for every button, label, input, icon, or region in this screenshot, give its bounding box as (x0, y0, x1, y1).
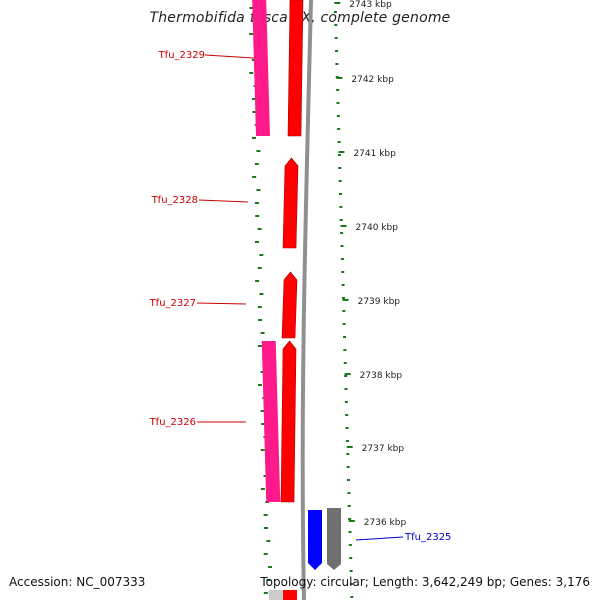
scale-label: 2740 kbp (356, 223, 399, 233)
cds-feature (268, 590, 283, 600)
gene-arrow (281, 271, 298, 339)
gene-label[interactable]: Tfu_2326 (149, 417, 196, 428)
scale-label: 2741 kbp (353, 149, 396, 159)
gene-leader-line (204, 54, 255, 59)
scale-track: 2743 kbp 2742 kbp 2741 kbp 2740 kbp 2739 kbp… (334, 0, 406, 528)
cds-track (252, 0, 341, 600)
gene-label[interactable]: Tfu_2328 (151, 195, 198, 206)
gene-label[interactable]: Tfu_2325 (404, 532, 451, 543)
gene-arrow (280, 340, 297, 503)
gene-leader-line (198, 199, 249, 203)
genome-summary: Topology: circular; Length: 3,642,249 bp… (260, 575, 590, 589)
cds-feature (261, 341, 281, 502)
cds-feature (252, 0, 271, 136)
cds-feature (327, 508, 341, 570)
scale-label: 2736 kbp (364, 518, 407, 528)
gene-label[interactable]: Tfu_2329 (158, 50, 205, 61)
scale-label: 2739 kbp (358, 297, 401, 307)
genome-backbone (300, 0, 313, 600)
scale-label: 2742 kbp (351, 75, 394, 85)
gene-arrow (282, 157, 299, 249)
gene-leader-line (355, 536, 404, 541)
scale-label: 2743 kbp (349, 0, 392, 10)
accession-label: Accession: NC_007333 (9, 575, 146, 589)
scale-label: 2738 kbp (360, 371, 403, 381)
gene-label[interactable]: Tfu_2327 (149, 298, 196, 309)
gene-labels: Tfu_2329 Tfu_2328 Tfu_2327 Tfu_2326 Tfu_2325 (149, 50, 452, 543)
gene-arrow (283, 590, 297, 600)
gene-arrow (308, 510, 322, 570)
gene-arrow (287, 0, 304, 137)
gene-track (280, 0, 322, 600)
gene-leader-line (196, 302, 247, 305)
scale-label: 2737 kbp (362, 444, 405, 454)
